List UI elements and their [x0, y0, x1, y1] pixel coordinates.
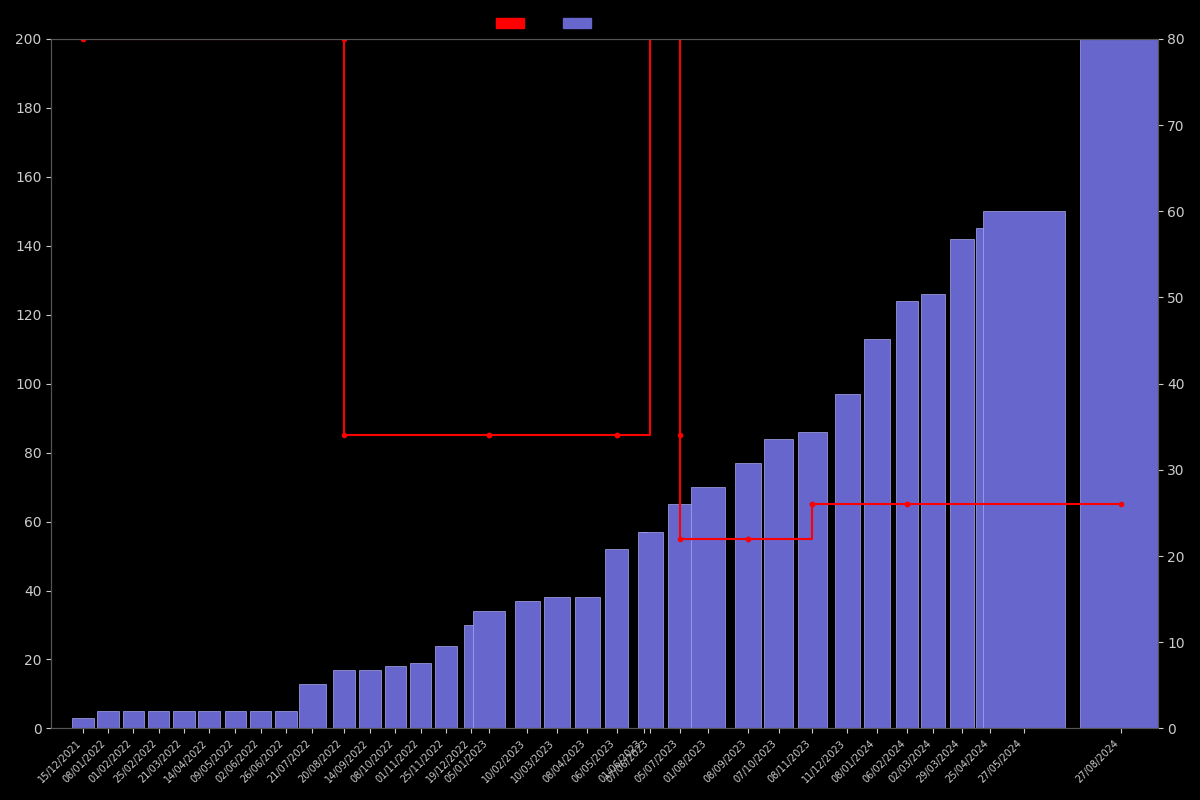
Bar [173, 711, 194, 729]
Bar [575, 598, 600, 729]
Bar [332, 670, 355, 729]
Bar [1080, 39, 1162, 729]
Bar [983, 211, 1066, 729]
Legend: , : , [491, 11, 607, 37]
Bar [605, 549, 628, 729]
Bar [798, 432, 827, 729]
Bar [691, 487, 725, 729]
Bar [515, 601, 540, 729]
Bar [667, 504, 691, 729]
Bar [224, 711, 246, 729]
Bar [385, 666, 407, 729]
Bar [976, 229, 1004, 729]
Bar [736, 463, 761, 729]
Bar [122, 711, 144, 729]
Bar [637, 532, 662, 729]
Bar [275, 711, 298, 729]
Bar [864, 339, 889, 729]
Bar [299, 684, 325, 729]
Bar [922, 294, 946, 729]
Bar [834, 394, 859, 729]
Bar [148, 711, 169, 729]
Bar [764, 439, 793, 729]
Bar [896, 301, 918, 729]
Bar [360, 670, 380, 729]
Bar [473, 611, 505, 729]
Bar [641, 532, 647, 729]
Bar [250, 711, 271, 729]
Bar [463, 625, 479, 729]
Bar [436, 646, 457, 729]
Bar [97, 711, 119, 729]
Bar [72, 718, 94, 729]
Bar [410, 663, 432, 729]
Bar [544, 598, 570, 729]
Bar [198, 711, 221, 729]
Bar [949, 239, 974, 729]
